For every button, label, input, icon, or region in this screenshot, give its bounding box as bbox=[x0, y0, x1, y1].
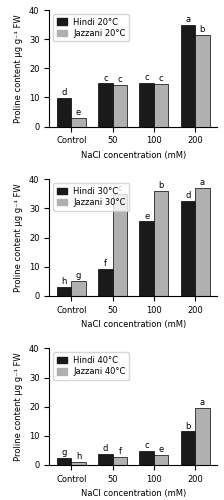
Bar bbox=[140, 451, 154, 465]
Bar bbox=[57, 286, 71, 296]
Bar bbox=[57, 458, 71, 465]
Bar bbox=[57, 98, 71, 126]
Bar bbox=[98, 84, 113, 126]
Bar bbox=[140, 222, 154, 296]
Text: b: b bbox=[158, 181, 164, 190]
Legend: Hindi 30°C, Jazzani 30°C: Hindi 30°C, Jazzani 30°C bbox=[54, 184, 129, 210]
Text: e: e bbox=[76, 108, 81, 117]
Bar bbox=[140, 83, 154, 126]
Bar bbox=[195, 188, 210, 296]
Bar bbox=[195, 35, 210, 126]
Bar bbox=[195, 408, 210, 465]
Text: g: g bbox=[76, 271, 81, 280]
Text: d: d bbox=[103, 444, 108, 453]
Text: g: g bbox=[61, 448, 67, 457]
Text: c: c bbox=[144, 73, 149, 82]
Legend: Hindi 40°C, Jazzani 40°C: Hindi 40°C, Jazzani 40°C bbox=[54, 352, 129, 380]
Text: e: e bbox=[144, 212, 149, 220]
Bar bbox=[98, 269, 113, 296]
Bar bbox=[154, 455, 168, 465]
X-axis label: NaCl concentration (mM): NaCl concentration (mM) bbox=[81, 490, 186, 498]
Bar bbox=[113, 85, 127, 126]
Text: e: e bbox=[159, 445, 164, 454]
Bar bbox=[98, 454, 113, 465]
Text: d: d bbox=[185, 191, 191, 200]
Text: a: a bbox=[185, 14, 191, 24]
Text: c: c bbox=[118, 184, 122, 194]
X-axis label: NaCl concentration (mM): NaCl concentration (mM) bbox=[81, 320, 186, 329]
Bar bbox=[181, 432, 195, 465]
Text: a: a bbox=[200, 178, 205, 187]
Text: b: b bbox=[185, 422, 191, 430]
Y-axis label: Proline content μg g⁻¹ FW: Proline content μg g⁻¹ FW bbox=[14, 183, 23, 292]
Bar bbox=[71, 280, 86, 296]
Text: c: c bbox=[159, 74, 164, 83]
X-axis label: NaCl concentration (mM): NaCl concentration (mM) bbox=[81, 151, 186, 160]
Y-axis label: Proline content μg g⁻¹ FW: Proline content μg g⁻¹ FW bbox=[14, 14, 23, 122]
Bar bbox=[154, 84, 168, 126]
Text: h: h bbox=[61, 276, 67, 285]
Text: c: c bbox=[144, 441, 149, 450]
Bar bbox=[154, 191, 168, 296]
Text: b: b bbox=[200, 25, 205, 34]
Y-axis label: Proline content μg g⁻¹ FW: Proline content μg g⁻¹ FW bbox=[14, 352, 23, 461]
Bar bbox=[71, 462, 86, 465]
Bar bbox=[113, 457, 127, 465]
Text: d: d bbox=[61, 88, 67, 97]
Bar bbox=[181, 201, 195, 296]
Bar bbox=[113, 194, 127, 296]
Bar bbox=[181, 24, 195, 127]
Text: c: c bbox=[118, 76, 122, 84]
Text: f: f bbox=[118, 447, 121, 456]
Bar bbox=[71, 118, 86, 126]
Text: c: c bbox=[103, 74, 108, 82]
Text: a: a bbox=[200, 398, 205, 407]
Legend: Hindi 20°C, Jazzani 20°C: Hindi 20°C, Jazzani 20°C bbox=[54, 14, 129, 42]
Text: h: h bbox=[76, 452, 81, 460]
Text: f: f bbox=[104, 259, 107, 268]
